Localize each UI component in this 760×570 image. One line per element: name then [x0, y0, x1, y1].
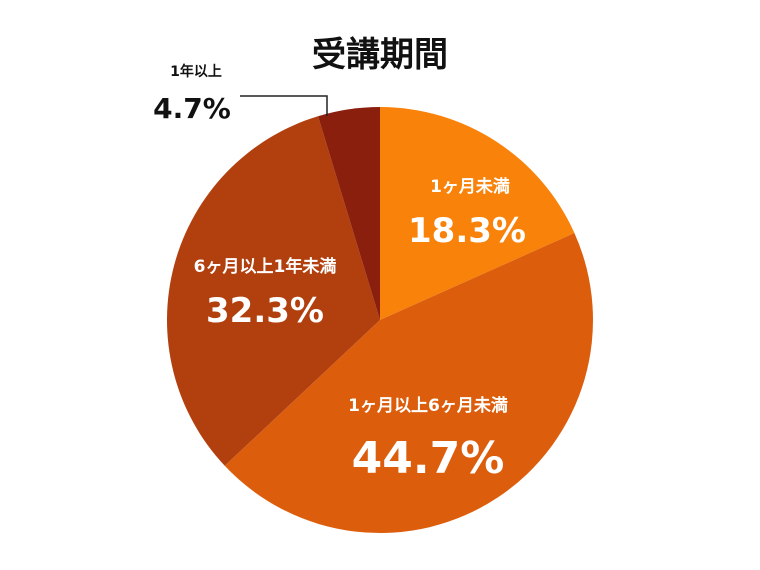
- pie-slice-4: [318, 107, 380, 320]
- pie-slice-2: [224, 232, 593, 533]
- pie-slice-3: [166, 116, 380, 466]
- slice-labels: 1ヶ月未満 18.3% 1ヶ月以上6ヶ月未満 44.7% 6ヶ月以上1年未満 32.3% 1…: [153, 63, 526, 484]
- chart-title: 受講期間: [312, 35, 448, 75]
- pie-slice-1: [380, 107, 575, 320]
- slice-label-4: 1年以上: [170, 63, 222, 80]
- slice-value-4: 4.7%: [153, 92, 231, 125]
- slice-value-1: 18.3%: [408, 211, 526, 251]
- slice-label-3: 6ヶ月以上1年未満: [194, 256, 337, 277]
- slice-label-2: 1ヶ月以上6ヶ月未満: [348, 395, 508, 416]
- slice-value-2: 44.7%: [352, 433, 505, 484]
- leader-line: [240, 95, 328, 116]
- pie-slices: [166, 107, 593, 533]
- slice-label-1: 1ヶ月未満: [430, 176, 510, 197]
- slice-value-3: 32.3%: [206, 291, 324, 331]
